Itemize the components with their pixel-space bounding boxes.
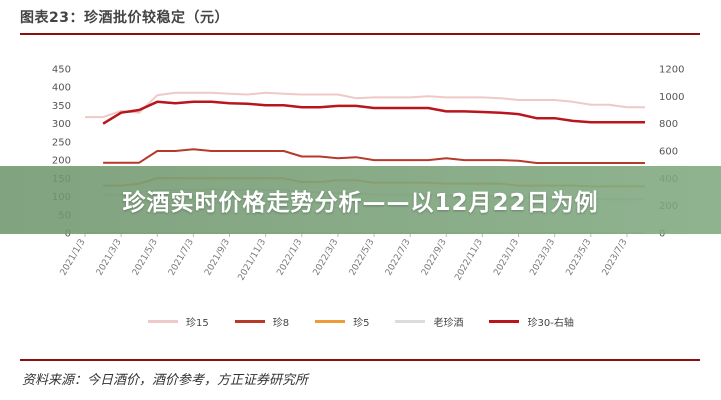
x-tick-label: 2022/7/3 xyxy=(384,238,413,278)
right-tick-label: 1200 xyxy=(659,65,684,76)
left-tick-label: 400 xyxy=(52,83,71,94)
legend-swatch xyxy=(489,320,520,323)
legend-swatch xyxy=(395,320,426,323)
left-tick-label: 450 xyxy=(52,65,71,76)
left-tick-label: 0 xyxy=(65,229,71,240)
legend-label: 珍30-右轴 xyxy=(527,318,574,329)
right-tick-label: 0 xyxy=(659,229,665,240)
x-tick-label: 2022/11/3 xyxy=(453,237,485,282)
series-line-珍8 xyxy=(103,148,645,164)
line-chart: 450400350300250200150100500 120010008006… xyxy=(52,65,685,283)
legend-item: 珍15 xyxy=(148,314,209,329)
legend-label: 老珍酒 xyxy=(433,318,464,329)
left-tick-label: 350 xyxy=(52,101,71,112)
x-tick-label: 2023/5/3 xyxy=(565,238,594,278)
legend-swatch xyxy=(234,320,265,323)
x-tick-label: 2022/5/3 xyxy=(348,238,377,278)
legend-swatch xyxy=(315,320,346,323)
source-rule xyxy=(20,359,700,361)
source-note: 资料来源：今日酒价，酒价参考，方正证券研究所 xyxy=(22,373,309,388)
legend-label: 珍8 xyxy=(272,318,290,329)
series-line-珍15 xyxy=(85,91,645,119)
chart-title: 图表23：珍酒批价较稳定（元） xyxy=(20,10,229,26)
right-tick-label: 600 xyxy=(659,147,678,158)
left-tick-label: 250 xyxy=(52,137,71,148)
legend: 珍15 珍8 珍5 老珍酒 珍30-右轴 xyxy=(148,314,574,329)
x-tick-label: 2021/3/3 xyxy=(95,238,124,278)
x-tick-label: 2022/3/3 xyxy=(312,238,341,278)
legend-swatch xyxy=(148,320,178,323)
overlay-banner: 珍酒实时价格走势分析——以12月22日为例 xyxy=(0,166,721,234)
x-tick-label: 2023/7/3 xyxy=(601,238,630,278)
x-tick-label: 2022/1/3 xyxy=(276,238,305,278)
legend-label: 珍5 xyxy=(353,318,370,329)
x-tick-label: 2021/9/3 xyxy=(203,237,232,277)
series-line-珍30-右轴 xyxy=(102,100,645,125)
title-rule xyxy=(20,33,700,35)
legend-item: 珍30-右轴 xyxy=(489,314,574,329)
right-tick-label: 1000 xyxy=(659,92,684,103)
x-tick-label: 2021/11/3 xyxy=(237,238,269,283)
x-tick-label: 2023/1/3 xyxy=(492,238,521,278)
x-tick-label: 2021/5/3 xyxy=(131,238,160,278)
right-tick-label: 800 xyxy=(659,119,678,130)
x-axis-ticks: 2021/1/3 2021/3/3 2021/5/3 2021/7/3 2021/9/3… xyxy=(59,233,630,282)
legend-item: 老珍酒 xyxy=(395,314,463,329)
x-tick-label: 2021/1/3 xyxy=(59,238,88,278)
x-tick-label: 2021/7/3 xyxy=(167,238,196,278)
banner-text: 珍酒实时价格走势分析——以12月22日为例 xyxy=(122,190,599,216)
left-tick-label: 200 xyxy=(52,156,71,167)
legend-item: 珍5 xyxy=(315,314,369,329)
legend-label: 珍15 xyxy=(186,318,209,329)
legend-item: 珍8 xyxy=(234,314,290,329)
x-tick-label: 2023/3/3 xyxy=(528,238,557,278)
left-tick-label: 300 xyxy=(52,119,71,130)
x-tick-label: 2022/9/3 xyxy=(420,238,449,278)
